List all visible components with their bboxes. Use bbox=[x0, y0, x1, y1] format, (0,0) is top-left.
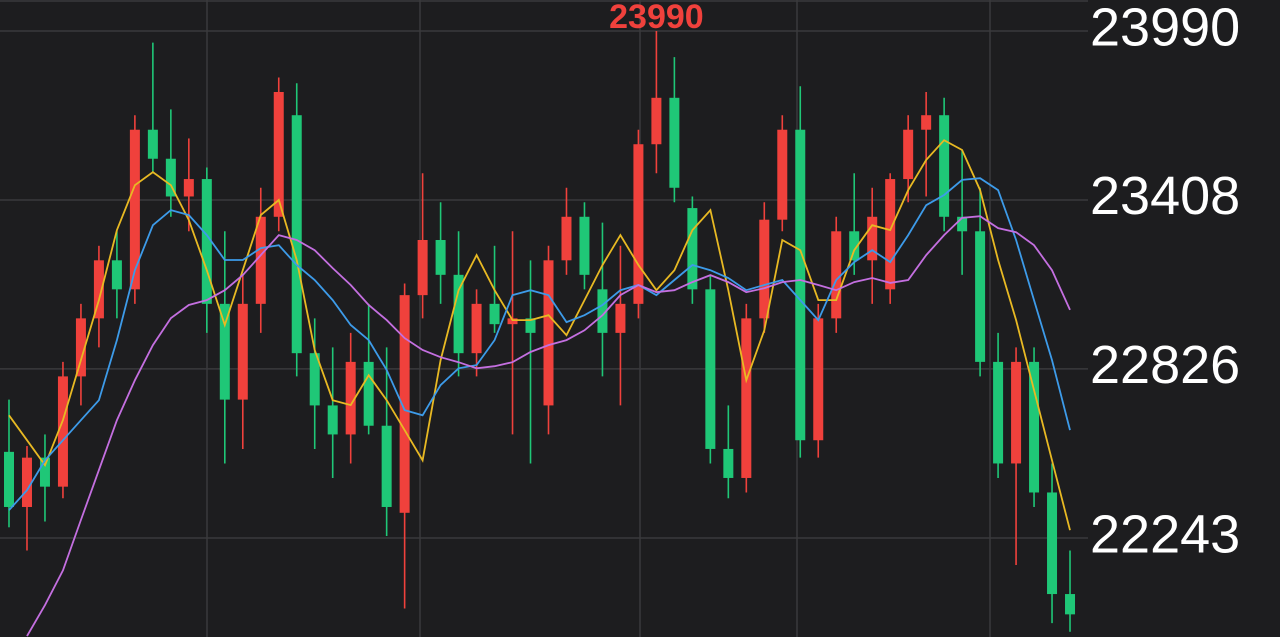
candle-body bbox=[1029, 361, 1040, 493]
labels: 23990 23408 22826 22243 23990 bbox=[609, 0, 1240, 564]
candle-body bbox=[147, 129, 158, 159]
candle-body bbox=[4, 451, 14, 507]
candles bbox=[4, 31, 1076, 632]
candle-body bbox=[201, 179, 212, 304]
candle-body bbox=[615, 303, 626, 333]
candle-body bbox=[309, 353, 320, 406]
candle-body bbox=[399, 295, 410, 513]
candle-body bbox=[507, 318, 518, 325]
candle-body bbox=[687, 208, 698, 290]
candle-body bbox=[1047, 492, 1058, 595]
candle-body bbox=[1011, 361, 1022, 464]
max-label: 23990 bbox=[609, 0, 704, 36]
candle-body bbox=[651, 97, 662, 145]
candle-body bbox=[975, 231, 986, 362]
ma-lines bbox=[8, 139, 1071, 637]
candle-body bbox=[435, 239, 446, 275]
candle-body bbox=[579, 216, 590, 275]
candle-body bbox=[885, 179, 896, 290]
candle-body bbox=[489, 303, 500, 325]
candle-body bbox=[453, 274, 464, 354]
candle-body bbox=[525, 318, 536, 333]
y-tick-label: 22826 bbox=[1090, 335, 1240, 395]
candle-body bbox=[1065, 594, 1076, 615]
candle-body bbox=[237, 303, 248, 400]
candle-body bbox=[183, 179, 194, 197]
candle-body bbox=[363, 361, 374, 426]
candle-body bbox=[813, 318, 824, 441]
candle-body bbox=[255, 216, 266, 304]
candle-body bbox=[795, 129, 806, 441]
candle-body bbox=[93, 260, 104, 319]
candle-body bbox=[633, 144, 644, 304]
candle-body bbox=[381, 425, 392, 507]
candle-body bbox=[939, 115, 950, 217]
candle-body bbox=[705, 289, 716, 449]
y-tick-label: 23990 bbox=[1090, 0, 1240, 57]
candle-body bbox=[57, 376, 68, 487]
candle-body bbox=[291, 115, 302, 354]
candle-body bbox=[597, 289, 608, 333]
candle-body bbox=[759, 219, 770, 319]
candle-body bbox=[903, 129, 914, 180]
candle-body bbox=[831, 231, 842, 319]
y-tick-label: 22243 bbox=[1090, 504, 1240, 564]
candle-body bbox=[273, 91, 284, 217]
candle-body bbox=[417, 239, 428, 296]
candle-body bbox=[165, 158, 176, 197]
candle-body bbox=[111, 260, 122, 290]
candle-body bbox=[849, 231, 860, 261]
candle-body bbox=[561, 216, 572, 261]
candle-body bbox=[921, 115, 932, 130]
candle-body bbox=[741, 318, 752, 478]
candle-body bbox=[21, 457, 32, 507]
ma-line bbox=[8, 177, 1071, 511]
candle-body bbox=[993, 361, 1004, 464]
candle-body bbox=[867, 216, 878, 261]
candle-body bbox=[957, 216, 968, 232]
candle-body bbox=[219, 303, 230, 400]
candle-body bbox=[39, 457, 50, 487]
candle-body bbox=[129, 129, 140, 290]
candle-body bbox=[777, 129, 788, 220]
candle-body bbox=[723, 448, 734, 478]
candle-body bbox=[543, 260, 554, 406]
candle-body bbox=[75, 318, 86, 377]
candle-body bbox=[345, 361, 356, 435]
candle-body bbox=[471, 303, 482, 354]
y-tick-label: 23408 bbox=[1090, 166, 1240, 226]
candle-body bbox=[669, 97, 680, 188]
candle-body bbox=[327, 405, 338, 435]
ma-line bbox=[26, 215, 1071, 637]
